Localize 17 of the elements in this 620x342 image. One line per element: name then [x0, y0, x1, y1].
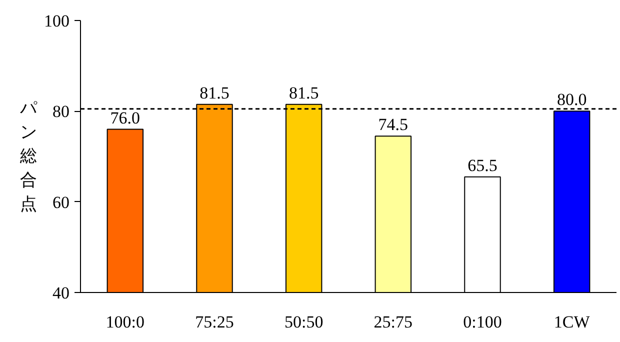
x-tick-label: 50:50	[284, 312, 324, 332]
y-tick-label: 100	[44, 12, 70, 30]
data-label: 81.5	[200, 83, 230, 102]
y-tick-label: 80	[52, 102, 70, 122]
x-tick-label: 25:75	[374, 312, 413, 332]
x-tick-label: 75:25	[195, 312, 234, 332]
data-label: 81.5	[288, 83, 319, 102]
data-label: 74.5	[378, 115, 408, 134]
x-tick-label: 100:0	[106, 312, 145, 332]
data-label: 65.5	[468, 156, 498, 175]
y-axis-title: パン総合点	[19, 98, 38, 214]
data-label: 76.0	[110, 108, 140, 128]
x-tick-label: 0:100	[463, 312, 502, 332]
x-tick-label: 1CW	[554, 312, 591, 332]
y-tick-label: 40	[52, 284, 70, 302]
data-label: 80.0	[556, 90, 587, 110]
y-tick-label: 60	[52, 192, 70, 212]
